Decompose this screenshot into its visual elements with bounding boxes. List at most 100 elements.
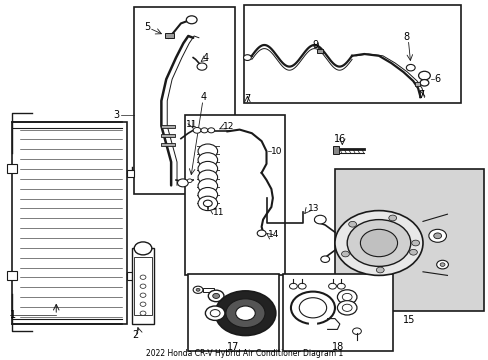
Circle shape xyxy=(207,128,214,133)
Circle shape xyxy=(235,306,255,320)
Circle shape xyxy=(197,63,206,70)
Circle shape xyxy=(186,16,197,24)
Bar xyxy=(161,134,175,137)
Circle shape xyxy=(337,283,345,289)
Circle shape xyxy=(257,230,265,237)
Bar xyxy=(161,125,175,128)
Circle shape xyxy=(298,283,305,289)
Circle shape xyxy=(376,267,384,273)
Circle shape xyxy=(352,328,361,334)
Text: 14: 14 xyxy=(267,230,279,239)
Circle shape xyxy=(140,284,146,288)
Text: 1: 1 xyxy=(10,310,16,320)
Text: 9: 9 xyxy=(312,40,318,50)
Circle shape xyxy=(388,215,396,221)
Text: 2: 2 xyxy=(132,330,138,340)
Bar xyxy=(184,115,285,275)
Circle shape xyxy=(177,179,188,187)
Circle shape xyxy=(348,221,356,227)
Circle shape xyxy=(134,242,151,255)
Circle shape xyxy=(433,233,441,239)
Bar xyxy=(282,274,392,351)
Bar xyxy=(188,274,278,351)
Text: 17: 17 xyxy=(227,342,239,352)
Bar xyxy=(134,257,151,315)
Text: 3: 3 xyxy=(113,110,120,120)
Circle shape xyxy=(439,263,444,266)
Text: 8: 8 xyxy=(403,32,409,42)
Bar xyxy=(132,248,154,324)
Text: 16: 16 xyxy=(333,134,346,144)
Bar xyxy=(414,82,419,86)
Text: 15: 15 xyxy=(403,315,415,325)
Circle shape xyxy=(342,304,351,311)
Circle shape xyxy=(346,220,410,266)
Circle shape xyxy=(193,127,201,133)
Bar xyxy=(316,49,322,53)
Circle shape xyxy=(334,211,422,275)
Circle shape xyxy=(187,179,192,183)
Circle shape xyxy=(215,291,275,336)
Bar xyxy=(333,146,339,154)
Bar xyxy=(203,288,213,292)
Circle shape xyxy=(212,293,219,298)
Circle shape xyxy=(198,161,217,176)
Circle shape xyxy=(203,200,212,207)
Bar xyxy=(127,273,134,280)
Circle shape xyxy=(289,283,297,289)
Circle shape xyxy=(436,260,447,269)
Text: 4: 4 xyxy=(200,92,206,102)
Circle shape xyxy=(299,298,326,318)
Text: 11: 11 xyxy=(212,208,224,217)
Circle shape xyxy=(341,251,348,257)
Bar xyxy=(7,164,17,173)
Circle shape xyxy=(198,179,217,193)
Circle shape xyxy=(320,256,329,262)
Circle shape xyxy=(198,196,217,211)
Circle shape xyxy=(418,71,429,80)
Circle shape xyxy=(314,215,325,224)
Bar xyxy=(161,143,175,146)
Circle shape xyxy=(408,249,416,255)
Circle shape xyxy=(428,229,446,242)
Bar xyxy=(164,33,173,38)
Circle shape xyxy=(201,128,207,133)
Circle shape xyxy=(290,292,334,324)
Text: 5: 5 xyxy=(144,22,150,32)
Text: 10: 10 xyxy=(271,147,283,156)
Bar xyxy=(7,271,17,280)
Circle shape xyxy=(140,293,146,297)
Text: 2022 Honda CR-V Hybrid Air Conditioner Diagram 1: 2022 Honda CR-V Hybrid Air Conditioner D… xyxy=(145,349,343,358)
Text: 11: 11 xyxy=(186,120,198,129)
Circle shape xyxy=(411,240,419,246)
Circle shape xyxy=(337,301,356,315)
Circle shape xyxy=(208,290,224,302)
Circle shape xyxy=(140,302,146,306)
Bar xyxy=(243,5,460,103)
Bar xyxy=(134,7,234,194)
Circle shape xyxy=(342,293,351,301)
Text: 18: 18 xyxy=(331,342,343,352)
Circle shape xyxy=(205,306,224,320)
Circle shape xyxy=(360,229,397,257)
Text: 4: 4 xyxy=(203,53,209,63)
Circle shape xyxy=(210,310,220,317)
Circle shape xyxy=(198,153,217,167)
Circle shape xyxy=(198,188,217,202)
Circle shape xyxy=(419,80,428,86)
Text: 7: 7 xyxy=(418,90,424,100)
Bar xyxy=(12,122,127,324)
Circle shape xyxy=(140,311,146,315)
Circle shape xyxy=(140,275,146,279)
Bar xyxy=(334,169,483,311)
Circle shape xyxy=(193,286,203,293)
Text: 13: 13 xyxy=(307,204,319,213)
Circle shape xyxy=(406,64,414,71)
Bar xyxy=(127,170,134,177)
Text: 6: 6 xyxy=(433,74,440,84)
Text: 7: 7 xyxy=(244,94,250,104)
Circle shape xyxy=(328,283,336,289)
Circle shape xyxy=(198,144,217,158)
Circle shape xyxy=(243,55,251,60)
Text: 12: 12 xyxy=(222,122,233,131)
